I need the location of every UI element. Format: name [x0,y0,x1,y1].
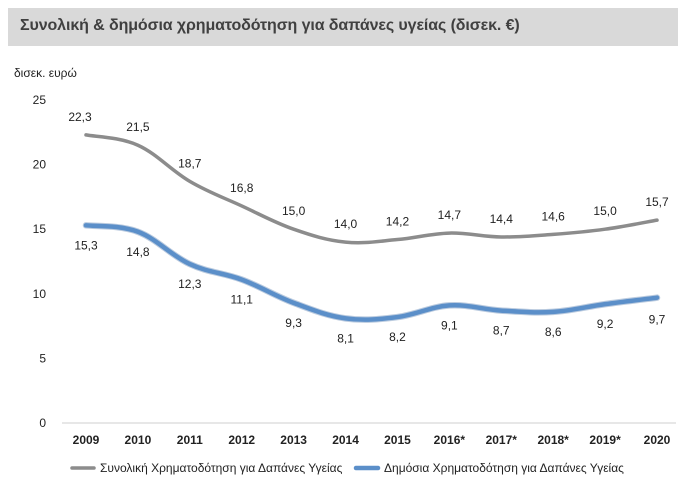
data-label-public: 8,2 [389,330,406,344]
data-label-total: 14,6 [542,209,566,223]
data-label-total: 14,0 [334,217,358,231]
chart-title-bar: Συνολική & δημόσια χρηματοδότηση για δαπ… [8,8,678,46]
data-label-total: 14,2 [386,215,410,229]
legend-public-label: Δημόσια Χρηματοδότηση για Δαπάνες Υγείας [384,461,624,475]
x-tick-label: 2016* [434,433,466,447]
x-tick-label: 2010 [125,433,152,447]
data-label-public: 9,3 [285,316,302,330]
data-label-public: 8,7 [493,324,510,338]
series-line-shadow [82,222,661,323]
x-tick-label: 2012 [228,433,255,447]
x-tick-label: 2018* [537,433,569,447]
data-label-total: 21,5 [126,120,150,134]
data-label-public: 8,6 [545,325,562,339]
y-tick-label: 0 [39,416,46,430]
data-label-public: 9,2 [597,317,614,331]
y-tick-label: 5 [39,351,46,365]
data-label-public: 9,7 [649,313,666,327]
data-label-public: 11,1 [230,293,253,307]
data-label-public: 9,1 [441,318,458,332]
y-tick-label: 20 [33,158,47,172]
x-tick-label: 2013 [280,433,307,447]
x-tick-label: 2015 [384,433,411,447]
x-tick-label: 2009 [73,433,100,447]
y-tick-label: 25 [33,93,47,107]
x-tick-label: 2017* [486,433,518,447]
data-label-public: 12,3 [178,277,202,291]
y-tick-label: 10 [33,287,47,301]
data-label-total: 15,7 [645,195,669,209]
data-label-total: 15,0 [282,204,306,218]
data-label-total: 18,7 [178,156,202,170]
data-label-total: 16,8 [230,181,254,195]
data-label-public: 14,8 [126,245,150,259]
x-tick-label: 2014 [332,433,359,447]
x-tick-label: 2019* [589,433,621,447]
data-label-public: 8,1 [337,331,354,345]
legend-total-label: Συνολική Χρηματοδότηση για Δαπάνες Υγεία… [100,461,343,475]
data-label-total: 14,7 [438,208,462,222]
data-label-total: 22,3 [68,110,92,124]
y-tick-label: 15 [33,222,47,236]
data-label-public: 15,3 [74,238,98,252]
x-tick-label: 2020 [644,433,671,447]
series-line-total [84,133,659,245]
series-line-public [83,223,660,322]
chart-title: Συνολική & δημόσια χρηματοδότηση για δαπ… [20,17,520,34]
data-label-total: 14,4 [490,212,514,226]
y-axis-unit-label: δισεκ. ευρώ [14,66,77,80]
data-label-total: 15,0 [593,204,617,218]
x-tick-label: 2011 [177,433,203,447]
